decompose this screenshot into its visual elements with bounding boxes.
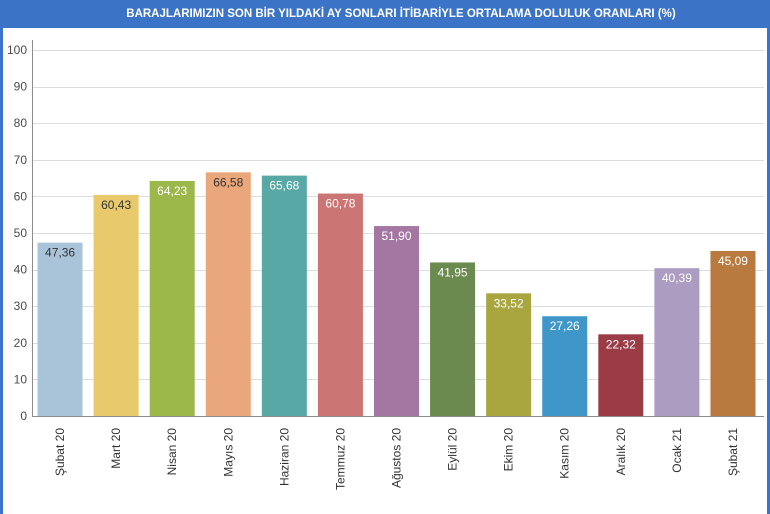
bar-kasim-20: [542, 316, 588, 416]
bar-ekim-20: [486, 293, 532, 416]
x-label-mayis-20: Mayıs 20: [221, 428, 235, 477]
bar-mayis-20: [205, 172, 251, 416]
value-label-subat-21: 45,09: [718, 254, 748, 268]
bar-haziran-20: [261, 175, 307, 416]
bar-ocak-21: [654, 268, 700, 416]
y-tick-label-20: 20: [14, 336, 28, 350]
bar-subat-20: [37, 242, 83, 416]
value-label-ekim-20: 33,52: [494, 296, 524, 310]
y-tick-label-30: 30: [14, 299, 28, 313]
bar-subat-21: [710, 250, 756, 416]
value-label-temmuz-20: 60,78: [325, 197, 355, 211]
bar-mart-20: [93, 194, 139, 416]
x-label-temmuz-20: Temmuz 20: [333, 428, 347, 490]
title-bar: BARAJLARIMIZIN SON BİR YILDAKİ AY SONLAR…: [3, 0, 767, 28]
y-tick-label-50: 50: [14, 226, 28, 240]
x-label-mart-20: Mart 20: [109, 428, 123, 469]
x-label-haziran-20: Haziran 20: [277, 428, 291, 486]
chart-title: BARAJLARIMIZIN SON BİR YILDAKİ AY SONLAR…: [126, 8, 676, 20]
y-tick-label-10: 10: [14, 372, 28, 386]
value-label-eylul-20: 41,95: [438, 265, 468, 279]
y-tick-label-80: 80: [14, 116, 28, 130]
bar-nisan-20: [149, 180, 195, 416]
value-label-agustos-20: 51,90: [381, 229, 411, 243]
bar-temmuz-20: [317, 193, 363, 416]
y-tick-label-90: 90: [14, 80, 28, 94]
value-label-mayis-20: 66,58: [213, 175, 243, 189]
value-label-nisan-20: 64,23: [157, 184, 187, 198]
x-label-subat-21: Şubat 21: [726, 428, 740, 476]
x-label-kasim-20: Kasım 20: [558, 428, 572, 479]
value-label-haziran-20: 65,68: [269, 179, 299, 193]
y-tick-label-60: 60: [14, 189, 28, 203]
value-label-kasim-20: 27,26: [550, 319, 580, 333]
bar-eylul-20: [430, 262, 476, 416]
dam-occupancy-bar-chart: 0 10 20 30 40 50 60 70 80 90 100 47,36 Şubat 20 60,43…: [7, 40, 764, 490]
x-label-agustos-20: Ağustos 20: [390, 428, 404, 488]
x-label-nisan-20: Nisan 20: [165, 428, 179, 476]
value-label-mart-20: 60,43: [101, 198, 131, 212]
bar-agustos-20: [374, 226, 419, 416]
bar-aralik-20: [598, 334, 644, 416]
x-label-aralik-20: Aralık 20: [614, 428, 628, 476]
x-label-subat-20: Şubat 20: [53, 428, 67, 476]
y-tick-label-40: 40: [14, 263, 28, 277]
value-label-ocak-21: 40,39: [662, 271, 692, 285]
x-label-ekim-20: Ekim 20: [502, 428, 516, 472]
y-tick-label-100: 100: [7, 43, 27, 57]
y-tick-label-0: 0: [20, 409, 27, 423]
value-label-subat-20: 47,36: [45, 246, 75, 260]
x-label-ocak-21: Ocak 21: [670, 428, 684, 473]
x-label-eylul-20: Eylül 20: [446, 428, 460, 471]
value-label-aralik-20: 22,32: [606, 337, 636, 351]
y-tick-label-70: 70: [14, 153, 28, 167]
